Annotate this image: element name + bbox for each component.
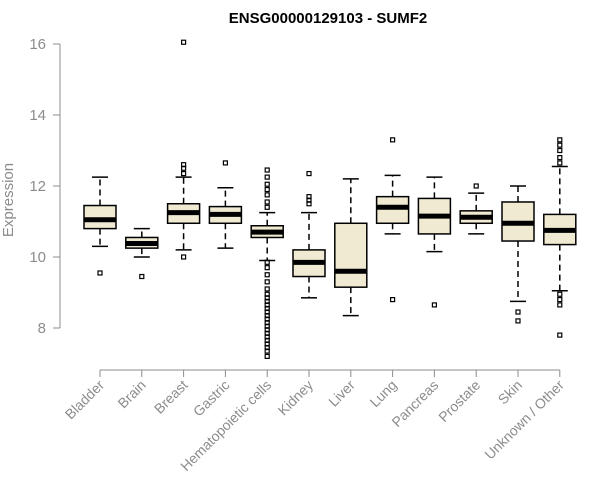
box-skin: [501, 185, 535, 324]
y-tick-label: 12: [29, 178, 46, 195]
box-series: [83, 39, 577, 359]
box-liver: [334, 178, 368, 317]
box-pancreas: [417, 176, 452, 308]
outlier-point: [557, 332, 563, 338]
outlier-point: [264, 167, 270, 173]
x-tick-label: Prostate: [435, 377, 483, 425]
outlier-point: [181, 39, 187, 45]
outlier-point: [557, 302, 563, 308]
outlier-point: [557, 147, 563, 154]
box-prostate: [459, 183, 493, 235]
y-tick-label: 8: [38, 320, 46, 337]
y-tick-label: 10: [29, 249, 46, 266]
outlier-point: [557, 160, 563, 166]
outlier-point: [264, 291, 270, 297]
outlier-point: [264, 265, 270, 271]
outlier-point: [515, 309, 521, 315]
y-axis: 8 10 12 14 16: [29, 36, 61, 337]
iqr-box: [83, 204, 117, 230]
outlier-point: [264, 186, 270, 193]
outlier-point: [557, 297, 563, 303]
box-brain: [125, 227, 159, 280]
x-tick-label: Skin: [495, 377, 526, 408]
outlier-point: [557, 155, 563, 161]
y-tick-label: 16: [29, 36, 46, 53]
outlier-point: [264, 174, 270, 180]
chart-title: ENSG00000129103 - SUMF2: [229, 10, 427, 27]
outlier-point: [473, 183, 479, 189]
outlier-point: [557, 137, 563, 143]
outlier-point: [181, 170, 187, 177]
outlier-point: [264, 279, 270, 285]
outlier-point: [390, 137, 396, 143]
outlier-point: [181, 162, 187, 168]
outlier-point: [264, 181, 270, 187]
outlier-point: [264, 272, 270, 278]
y-axis-label: Expression: [0, 163, 17, 237]
x-tick-label: Brain: [114, 377, 148, 411]
y-tick-label: 14: [29, 107, 46, 124]
box-hematopoietic-cells: [250, 167, 284, 359]
x-tick-label: Liver: [325, 377, 358, 410]
outlier-point: [306, 170, 312, 177]
box-gastric: [208, 160, 243, 249]
outlier-point: [264, 199, 270, 205]
outlier-point: [264, 286, 270, 292]
x-tick-label: Bladder: [62, 377, 108, 423]
outlier-point: [557, 291, 563, 297]
x-tick-label: Unknown / Other: [481, 377, 567, 463]
outlier-point: [139, 273, 145, 280]
outlier-point: [264, 204, 270, 210]
outlier-point: [264, 353, 270, 359]
x-tick-label: Lung: [366, 377, 399, 410]
iqr-box: [334, 222, 368, 288]
box-kidney: [292, 170, 326, 299]
box-bladder: [83, 176, 117, 276]
box-lung: [375, 137, 410, 303]
outlier-point: [264, 259, 270, 265]
outlier-point: [557, 142, 563, 148]
iqr-box: [375, 195, 410, 225]
x-tick-label: Kidney: [275, 377, 317, 419]
box-breast: [166, 39, 201, 260]
outlier-point: [431, 302, 437, 308]
outlier-point: [181, 254, 187, 260]
outlier-point: [264, 192, 270, 198]
outlier-point: [390, 297, 396, 303]
box-unknown-other: [543, 137, 577, 338]
outlier-point: [306, 194, 312, 200]
outlier-point: [97, 270, 103, 276]
outlier-point: [222, 160, 228, 166]
outlier-point: [515, 318, 521, 324]
x-tick-label: Breast: [151, 377, 191, 417]
